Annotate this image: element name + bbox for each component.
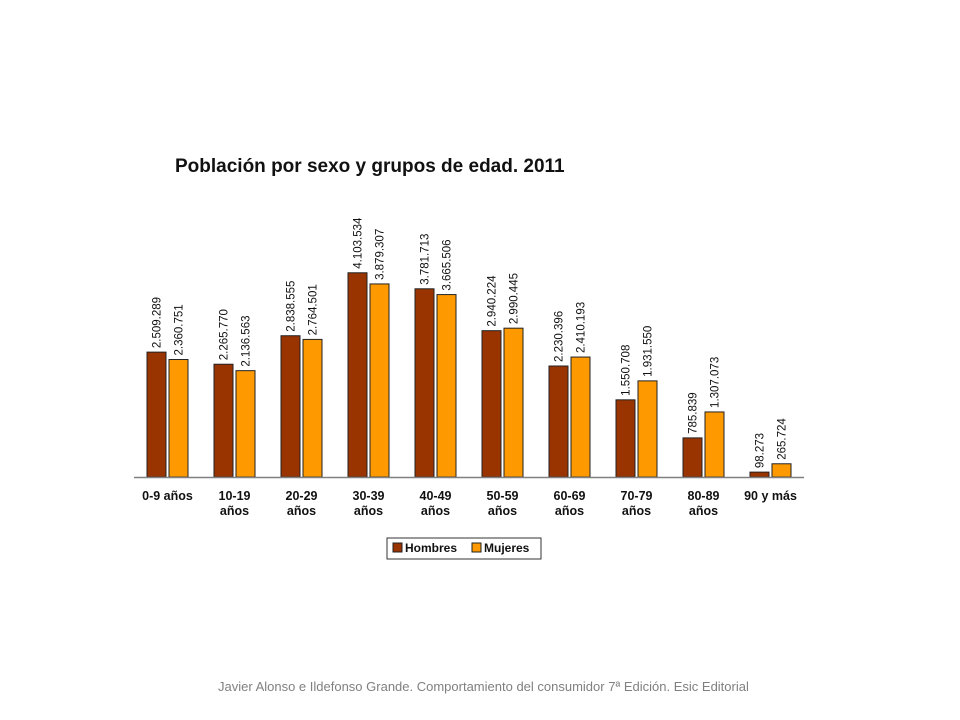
data-label-mujeres-0: 2.360.751 [174,304,186,355]
bar-mujeres-2 [302,338,323,478]
bar-mujeres-1 [235,370,256,478]
bar-hombres-0 [146,351,167,478]
bar-hombres-7 [615,399,636,478]
data-label-mujeres-7: 1.931.550 [643,326,655,377]
bar-mujeres-8 [704,411,725,478]
bar-mujeres-3 [369,283,390,478]
bar-mujeres-6 [570,356,591,478]
data-label-mujeres-3: 3.879.307 [375,229,387,280]
bar-hombres-4 [414,288,435,478]
category-label-3: 30-39 años [353,489,385,518]
data-label-hombres-3: 4.103.534 [353,217,365,269]
legend-label-mujeres: Mujeres [484,541,530,555]
bar-hombres-5 [481,330,502,478]
category-label-0: 0-9 años [142,489,193,503]
data-label-hombres-8: 785.839 [688,392,700,434]
category-label-8: 80-89 años [688,489,720,518]
chart-title: Población por sexo y grupos de edad. 201… [175,156,565,177]
data-label-hombres-7: 1.550.708 [621,345,633,396]
legend-box [386,537,542,560]
category-label-2: 20-29 años [286,489,318,518]
data-label-hombres-9: 98.273 [755,433,767,468]
bar-mujeres-7 [637,380,658,478]
bar-hombres-3 [347,272,368,478]
data-label-hombres-5: 2.940.224 [487,275,499,327]
bar-hombres-6 [548,365,569,478]
category-label-6: 60-69 años [554,489,586,518]
bar-hombres-8 [682,437,703,478]
data-label-mujeres-1: 2.136.563 [241,315,253,366]
data-label-hombres-2: 2.838.555 [286,281,298,332]
data-label-mujeres-5: 2.990.445 [509,273,521,324]
bar-hombres-2 [280,335,301,478]
data-label-hombres-1: 2.265.770 [219,309,231,360]
data-label-mujeres-6: 2.410.193 [576,302,588,353]
category-label-5: 50-59 años [487,489,519,518]
category-label-4: 40-49 años [420,489,452,518]
data-label-mujeres-8: 1.307.073 [710,357,722,408]
data-label-mujeres-9: 265.724 [777,418,789,460]
bar-hombres-1 [213,363,234,478]
legend-swatch-mujeres [471,542,482,553]
data-label-hombres-0: 2.509.289 [152,297,164,348]
footer-credit: Javier Alonso e Ildefonso Grande. Compor… [218,679,749,694]
bar-hombres-9 [749,471,770,478]
bar-mujeres-5 [503,327,524,478]
data-label-hombres-4: 3.781.713 [420,234,432,285]
category-label-9: 90 y más [744,489,797,503]
legend-swatch-hombres [392,542,403,553]
bar-mujeres-4 [436,294,457,478]
category-label-7: 70-79 años [621,489,653,518]
plot-area: 2.509.289 2.360.751 0-9 años 2.265.770 2.136… [134,217,804,518]
bar-mujeres-0 [168,359,189,478]
data-label-mujeres-4: 3.665.506 [442,239,454,290]
data-label-mujeres-2: 2.764.501 [308,284,320,335]
legend-label-hombres: Hombres [405,541,457,555]
bar-mujeres-9 [771,463,792,478]
category-label-1: 10-19 años [219,489,251,518]
data-label-hombres-6: 2.230.396 [554,311,566,362]
legend: Hombres Mujeres [386,537,542,560]
